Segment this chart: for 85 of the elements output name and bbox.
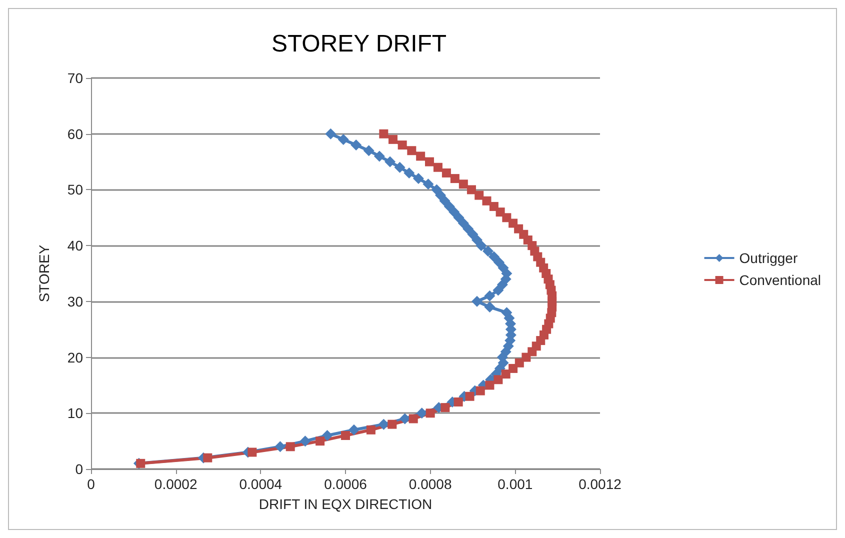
- point: [424, 157, 434, 166]
- point: [325, 128, 336, 140]
- point: [348, 424, 360, 436]
- y-tick-label: 10: [67, 405, 84, 422]
- point: [412, 173, 424, 184]
- point: [422, 178, 434, 190]
- point: [248, 448, 257, 457]
- point: [431, 184, 442, 196]
- point: [471, 296, 482, 307]
- point: [426, 408, 435, 418]
- point: [484, 302, 496, 313]
- y-tick-label: 50: [67, 182, 84, 198]
- point: [498, 262, 509, 274]
- point: [465, 392, 474, 401]
- point: [466, 185, 476, 194]
- x-tick-label: 0.0002: [154, 476, 198, 492]
- point: [494, 256, 505, 268]
- x-tick-label: 0.0012: [578, 476, 622, 492]
- legend-label: Conventional: [739, 272, 822, 288]
- point: [408, 414, 418, 424]
- x-tick-label: 0.0006: [324, 476, 368, 492]
- point: [501, 307, 512, 318]
- point: [404, 167, 415, 178]
- point: [350, 140, 362, 151]
- x-axis-title: DRIFT IN EQX DIRECTION: [258, 496, 432, 512]
- point: [454, 397, 463, 406]
- point: [407, 146, 416, 156]
- point: [136, 458, 146, 468]
- point: [462, 223, 474, 234]
- point: [453, 212, 464, 224]
- point: [467, 228, 478, 240]
- point: [488, 251, 500, 262]
- y-tick-label: 70: [67, 70, 84, 86]
- point: [458, 218, 469, 229]
- point: [484, 290, 496, 302]
- point: [338, 134, 349, 145]
- x-tick-label: 0.0008: [408, 476, 452, 492]
- point: [378, 418, 390, 430]
- point: [439, 195, 450, 206]
- point: [458, 180, 468, 189]
- point: [341, 430, 350, 440]
- point: [450, 174, 460, 184]
- point: [388, 134, 398, 144]
- x-tick-label: 0.001: [498, 476, 533, 492]
- point: [379, 129, 388, 138]
- point: [494, 375, 503, 384]
- point: [444, 200, 455, 212]
- point: [492, 284, 504, 296]
- point: [482, 196, 492, 206]
- point: [476, 386, 485, 396]
- point: [322, 430, 333, 441]
- point: [316, 436, 325, 446]
- point: [286, 442, 295, 452]
- point: [416, 408, 428, 419]
- point: [482, 246, 494, 257]
- point: [363, 145, 374, 156]
- point: [416, 152, 426, 161]
- point: [433, 162, 442, 172]
- point: [300, 436, 311, 447]
- point: [398, 140, 407, 150]
- y-tick-label: 40: [67, 238, 84, 254]
- point: [448, 206, 460, 218]
- point: [442, 168, 451, 178]
- legend-label: Outrigger: [739, 250, 798, 266]
- point: [399, 413, 410, 424]
- x-tick-label: 0.0004: [239, 476, 282, 492]
- y-tick-label: 0: [75, 461, 84, 477]
- x-tick-label: 0: [87, 476, 96, 492]
- point: [485, 380, 494, 390]
- point: [203, 453, 212, 462]
- point: [501, 370, 510, 379]
- point: [374, 150, 385, 162]
- y-tick-label: 30: [67, 293, 84, 310]
- point: [474, 190, 484, 200]
- chart-title: STOREY DRIFT: [271, 30, 447, 58]
- y-tick-label: 20: [67, 349, 84, 366]
- point: [489, 202, 498, 211]
- y-tick-label: 60: [67, 126, 84, 142]
- point: [394, 162, 406, 173]
- point: [366, 425, 376, 434]
- y-axis-title: STOREY: [36, 244, 52, 302]
- point: [274, 441, 286, 452]
- point: [384, 156, 396, 168]
- point: [388, 420, 397, 429]
- point: [440, 403, 450, 412]
